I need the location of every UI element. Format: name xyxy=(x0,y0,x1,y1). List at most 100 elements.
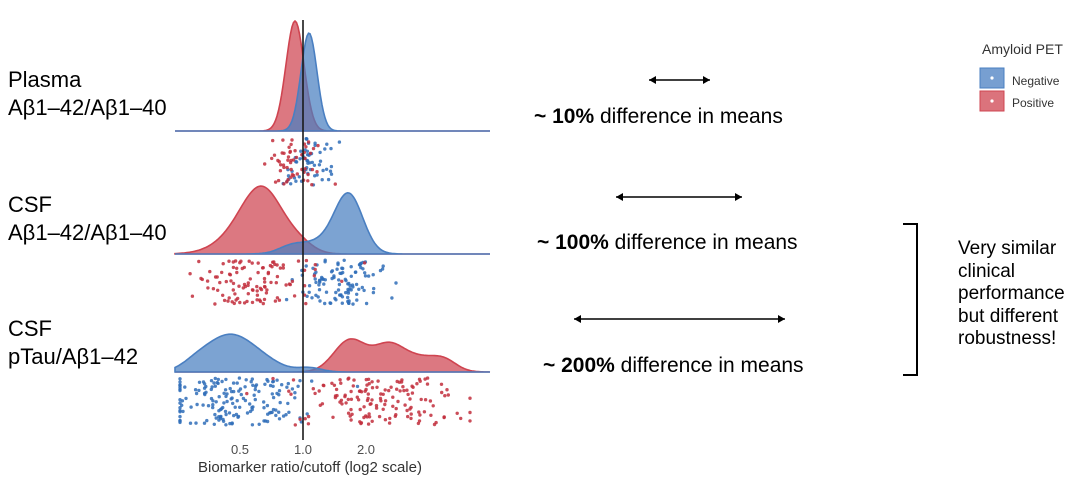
point-negative xyxy=(296,384,300,388)
point-positive xyxy=(440,390,444,395)
point-positive xyxy=(229,279,233,283)
point-positive xyxy=(281,266,285,270)
row-label-csf-ab: CSF Aβ1–42/Aβ1–40 xyxy=(8,191,167,247)
difference-suffix: difference in means xyxy=(614,354,804,377)
point-positive xyxy=(278,169,283,173)
point-negative xyxy=(318,299,322,303)
point-positive xyxy=(315,170,319,174)
point-positive xyxy=(289,158,293,163)
point-positive xyxy=(395,387,399,391)
point-positive xyxy=(362,261,367,265)
legend-key-negative-dot xyxy=(990,76,994,80)
point-negative xyxy=(214,400,218,404)
point-positive xyxy=(289,142,293,147)
point-negative xyxy=(351,302,355,306)
point-negative xyxy=(275,378,279,382)
point-negative xyxy=(294,179,298,183)
point-positive xyxy=(405,388,409,392)
point-negative xyxy=(362,288,366,293)
point-negative xyxy=(318,150,322,155)
point-negative xyxy=(184,396,188,401)
point-negative xyxy=(305,149,310,153)
point-negative xyxy=(188,421,193,425)
point-negative xyxy=(230,422,234,426)
point-negative xyxy=(280,383,284,387)
point-negative xyxy=(349,274,353,278)
point-negative xyxy=(344,290,348,295)
point-positive xyxy=(397,380,402,384)
point-negative xyxy=(178,420,182,425)
point-positive xyxy=(333,182,337,186)
point-positive xyxy=(250,300,255,305)
point-positive xyxy=(199,276,203,281)
point-positive xyxy=(432,422,437,427)
point-positive xyxy=(286,178,290,182)
point-positive xyxy=(255,289,259,293)
point-positive xyxy=(262,284,267,289)
point-positive xyxy=(287,282,292,286)
point-negative xyxy=(329,164,334,169)
point-negative xyxy=(213,384,217,388)
point-negative xyxy=(320,178,324,182)
point-negative xyxy=(317,163,322,167)
point-negative xyxy=(357,287,361,291)
point-positive xyxy=(358,420,362,424)
point-positive xyxy=(383,399,388,403)
point-positive xyxy=(409,412,413,416)
point-negative xyxy=(371,273,375,277)
point-negative xyxy=(332,274,336,278)
point-negative xyxy=(178,380,182,384)
point-positive xyxy=(370,398,374,402)
point-positive xyxy=(313,267,317,272)
point-positive xyxy=(240,266,244,271)
point-positive xyxy=(238,300,242,305)
point-negative xyxy=(233,405,237,409)
point-negative xyxy=(284,413,288,417)
point-positive xyxy=(289,392,293,396)
point-negative xyxy=(286,401,290,406)
point-positive xyxy=(316,143,320,148)
point-negative xyxy=(340,266,344,270)
point-positive xyxy=(394,406,398,411)
point-positive xyxy=(312,274,316,278)
point-positive xyxy=(381,407,385,411)
point-positive xyxy=(271,376,275,381)
arrow-head-left xyxy=(574,315,581,323)
point-positive xyxy=(291,378,296,382)
arrow-head-right xyxy=(703,76,710,84)
point-positive xyxy=(282,182,286,186)
row-label-line1: Plasma xyxy=(8,67,82,92)
point-negative xyxy=(323,301,327,306)
point-negative xyxy=(394,281,398,285)
point-negative xyxy=(222,391,226,395)
point-negative xyxy=(371,290,376,295)
difference-prefix: ~ xyxy=(543,354,562,377)
point-negative xyxy=(348,287,352,291)
arrow-head-left xyxy=(616,193,623,201)
point-positive xyxy=(241,286,245,290)
point-negative xyxy=(223,409,228,414)
point-negative xyxy=(257,422,261,426)
point-positive xyxy=(263,280,267,284)
point-negative xyxy=(313,174,317,178)
point-positive xyxy=(263,162,267,166)
point-positive xyxy=(262,297,267,302)
point-negative xyxy=(314,270,318,274)
point-positive xyxy=(459,416,463,421)
point-positive xyxy=(379,392,383,396)
point-negative xyxy=(224,412,228,417)
point-positive xyxy=(355,395,359,399)
point-negative xyxy=(262,400,266,404)
point-positive xyxy=(206,286,210,290)
point-positive xyxy=(236,296,240,301)
point-negative xyxy=(293,391,297,395)
point-positive xyxy=(431,404,435,408)
point-positive xyxy=(245,391,249,396)
point-negative xyxy=(290,387,295,391)
point-negative xyxy=(287,410,291,414)
point-negative xyxy=(337,278,341,282)
point-negative xyxy=(180,399,185,403)
point-positive xyxy=(188,272,192,276)
point-negative xyxy=(228,386,232,391)
point-positive xyxy=(262,276,267,281)
